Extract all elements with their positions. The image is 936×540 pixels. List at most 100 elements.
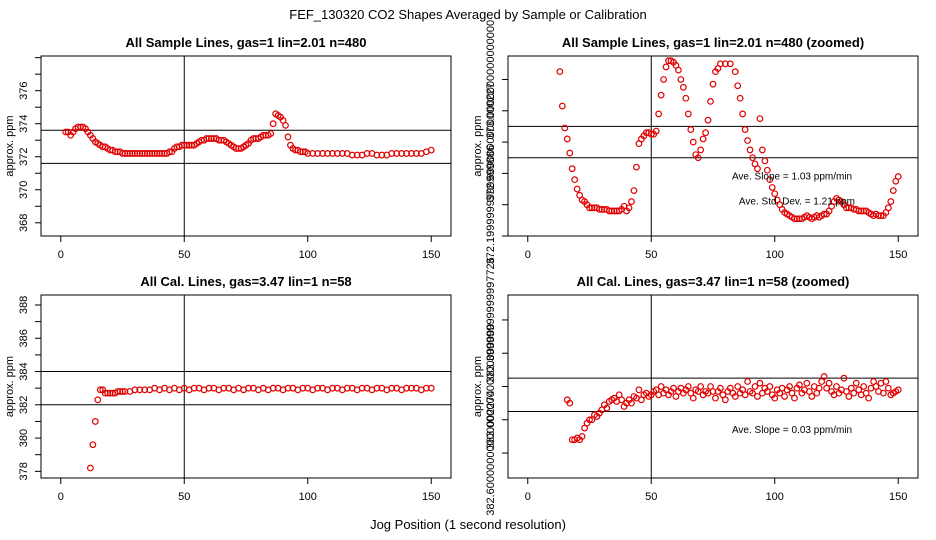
data-point xyxy=(408,384,415,392)
data-point xyxy=(124,150,131,157)
data-point xyxy=(884,384,892,392)
data-point xyxy=(571,176,579,184)
data-point xyxy=(153,150,161,157)
x-tick-label: 150 xyxy=(889,491,907,503)
data-point xyxy=(427,384,435,392)
data-point xyxy=(403,384,410,392)
data-point xyxy=(427,146,435,154)
data-point xyxy=(662,63,670,71)
data-point xyxy=(338,150,346,157)
data-point xyxy=(761,157,769,165)
data-point xyxy=(630,187,638,195)
data-point xyxy=(657,383,665,390)
x-tick-label: 100 xyxy=(299,491,317,503)
data-point xyxy=(329,384,336,392)
data-point xyxy=(91,418,99,425)
x-tick-label: 0 xyxy=(58,249,64,261)
data-point xyxy=(887,198,895,205)
panel-title: All Sample Lines, gas=1 lin=2.01 n=480 xyxy=(126,35,367,50)
x-tick-label: 150 xyxy=(422,249,440,261)
data-point xyxy=(712,394,719,402)
data-point xyxy=(588,204,596,212)
data-point xyxy=(734,82,742,90)
data-point xyxy=(635,386,643,394)
data-point xyxy=(190,384,198,392)
data-point xyxy=(618,396,626,404)
x-tick-label: 100 xyxy=(766,249,784,261)
data-point xyxy=(284,133,292,141)
data-point xyxy=(684,110,692,118)
data-point xyxy=(215,136,223,144)
data-point xyxy=(793,215,801,223)
data-point xyxy=(610,207,618,215)
annotation-text: Ave. Slope = 1.03 ppm/min xyxy=(732,172,852,183)
data-point xyxy=(652,127,660,135)
data-point xyxy=(131,150,139,157)
data-point xyxy=(657,91,665,99)
data-points xyxy=(62,110,435,159)
data-point xyxy=(178,141,186,149)
data-point xyxy=(754,165,761,173)
data-point xyxy=(842,204,850,212)
data-point xyxy=(185,141,193,149)
data-point xyxy=(731,393,739,400)
data-point xyxy=(282,121,289,129)
data-point xyxy=(573,185,581,193)
x-tick-label: 150 xyxy=(422,491,440,503)
panel-sample-lines-zoomed: All Sample Lines, gas=1 lin=2.01 n=480 (… xyxy=(472,20,919,264)
data-point xyxy=(660,76,668,83)
data-point xyxy=(721,60,729,68)
data-point xyxy=(880,389,887,397)
data-point xyxy=(781,393,789,400)
data-point xyxy=(343,384,351,392)
data-point xyxy=(314,384,322,392)
data-point xyxy=(840,374,848,382)
data-point xyxy=(586,416,593,424)
data-point xyxy=(771,190,779,198)
data-point xyxy=(388,150,396,157)
data-point xyxy=(857,207,865,215)
data-point xyxy=(101,389,109,397)
data-point xyxy=(751,383,759,390)
data-point xyxy=(304,150,312,157)
data-point xyxy=(128,150,136,157)
data-point xyxy=(126,150,134,157)
data-point xyxy=(408,150,415,157)
data-point xyxy=(679,83,687,91)
x-tick-label: 0 xyxy=(58,491,64,503)
data-point xyxy=(363,150,371,157)
data-point xyxy=(741,391,749,399)
y-tick-label: 380 xyxy=(18,429,30,447)
data-point xyxy=(121,150,129,157)
y-tick-label: 384 xyxy=(18,362,30,380)
data-point xyxy=(267,130,275,138)
data-point xyxy=(697,383,705,390)
data-point xyxy=(655,110,663,118)
data-point xyxy=(232,145,240,152)
data-point xyxy=(763,166,771,174)
data-point xyxy=(687,126,695,133)
panel-title: All Sample Lines, gas=1 lin=2.01 n=480 (… xyxy=(562,35,864,50)
data-point xyxy=(393,150,401,157)
y-tick-label: 382 xyxy=(18,396,30,414)
data-point xyxy=(250,135,257,142)
data-point xyxy=(166,148,173,156)
data-point xyxy=(647,130,655,138)
x-tick-label: 100 xyxy=(299,249,317,261)
data-point xyxy=(566,149,574,157)
y-tick-label: 378 xyxy=(18,462,30,480)
panel-title: All Cal. Lines, gas=3.47 lin=1 n=58 (zoo… xyxy=(577,274,850,289)
data-point xyxy=(633,163,640,171)
data-point xyxy=(121,388,129,395)
data-point xyxy=(333,150,341,157)
data-point xyxy=(877,212,885,220)
data-point xyxy=(682,94,690,102)
data-points xyxy=(563,373,902,444)
data-point xyxy=(319,150,326,157)
data-point xyxy=(180,141,188,149)
data-point xyxy=(749,154,756,162)
data-point xyxy=(628,198,635,205)
data-point xyxy=(865,394,873,402)
data-point xyxy=(106,389,114,397)
